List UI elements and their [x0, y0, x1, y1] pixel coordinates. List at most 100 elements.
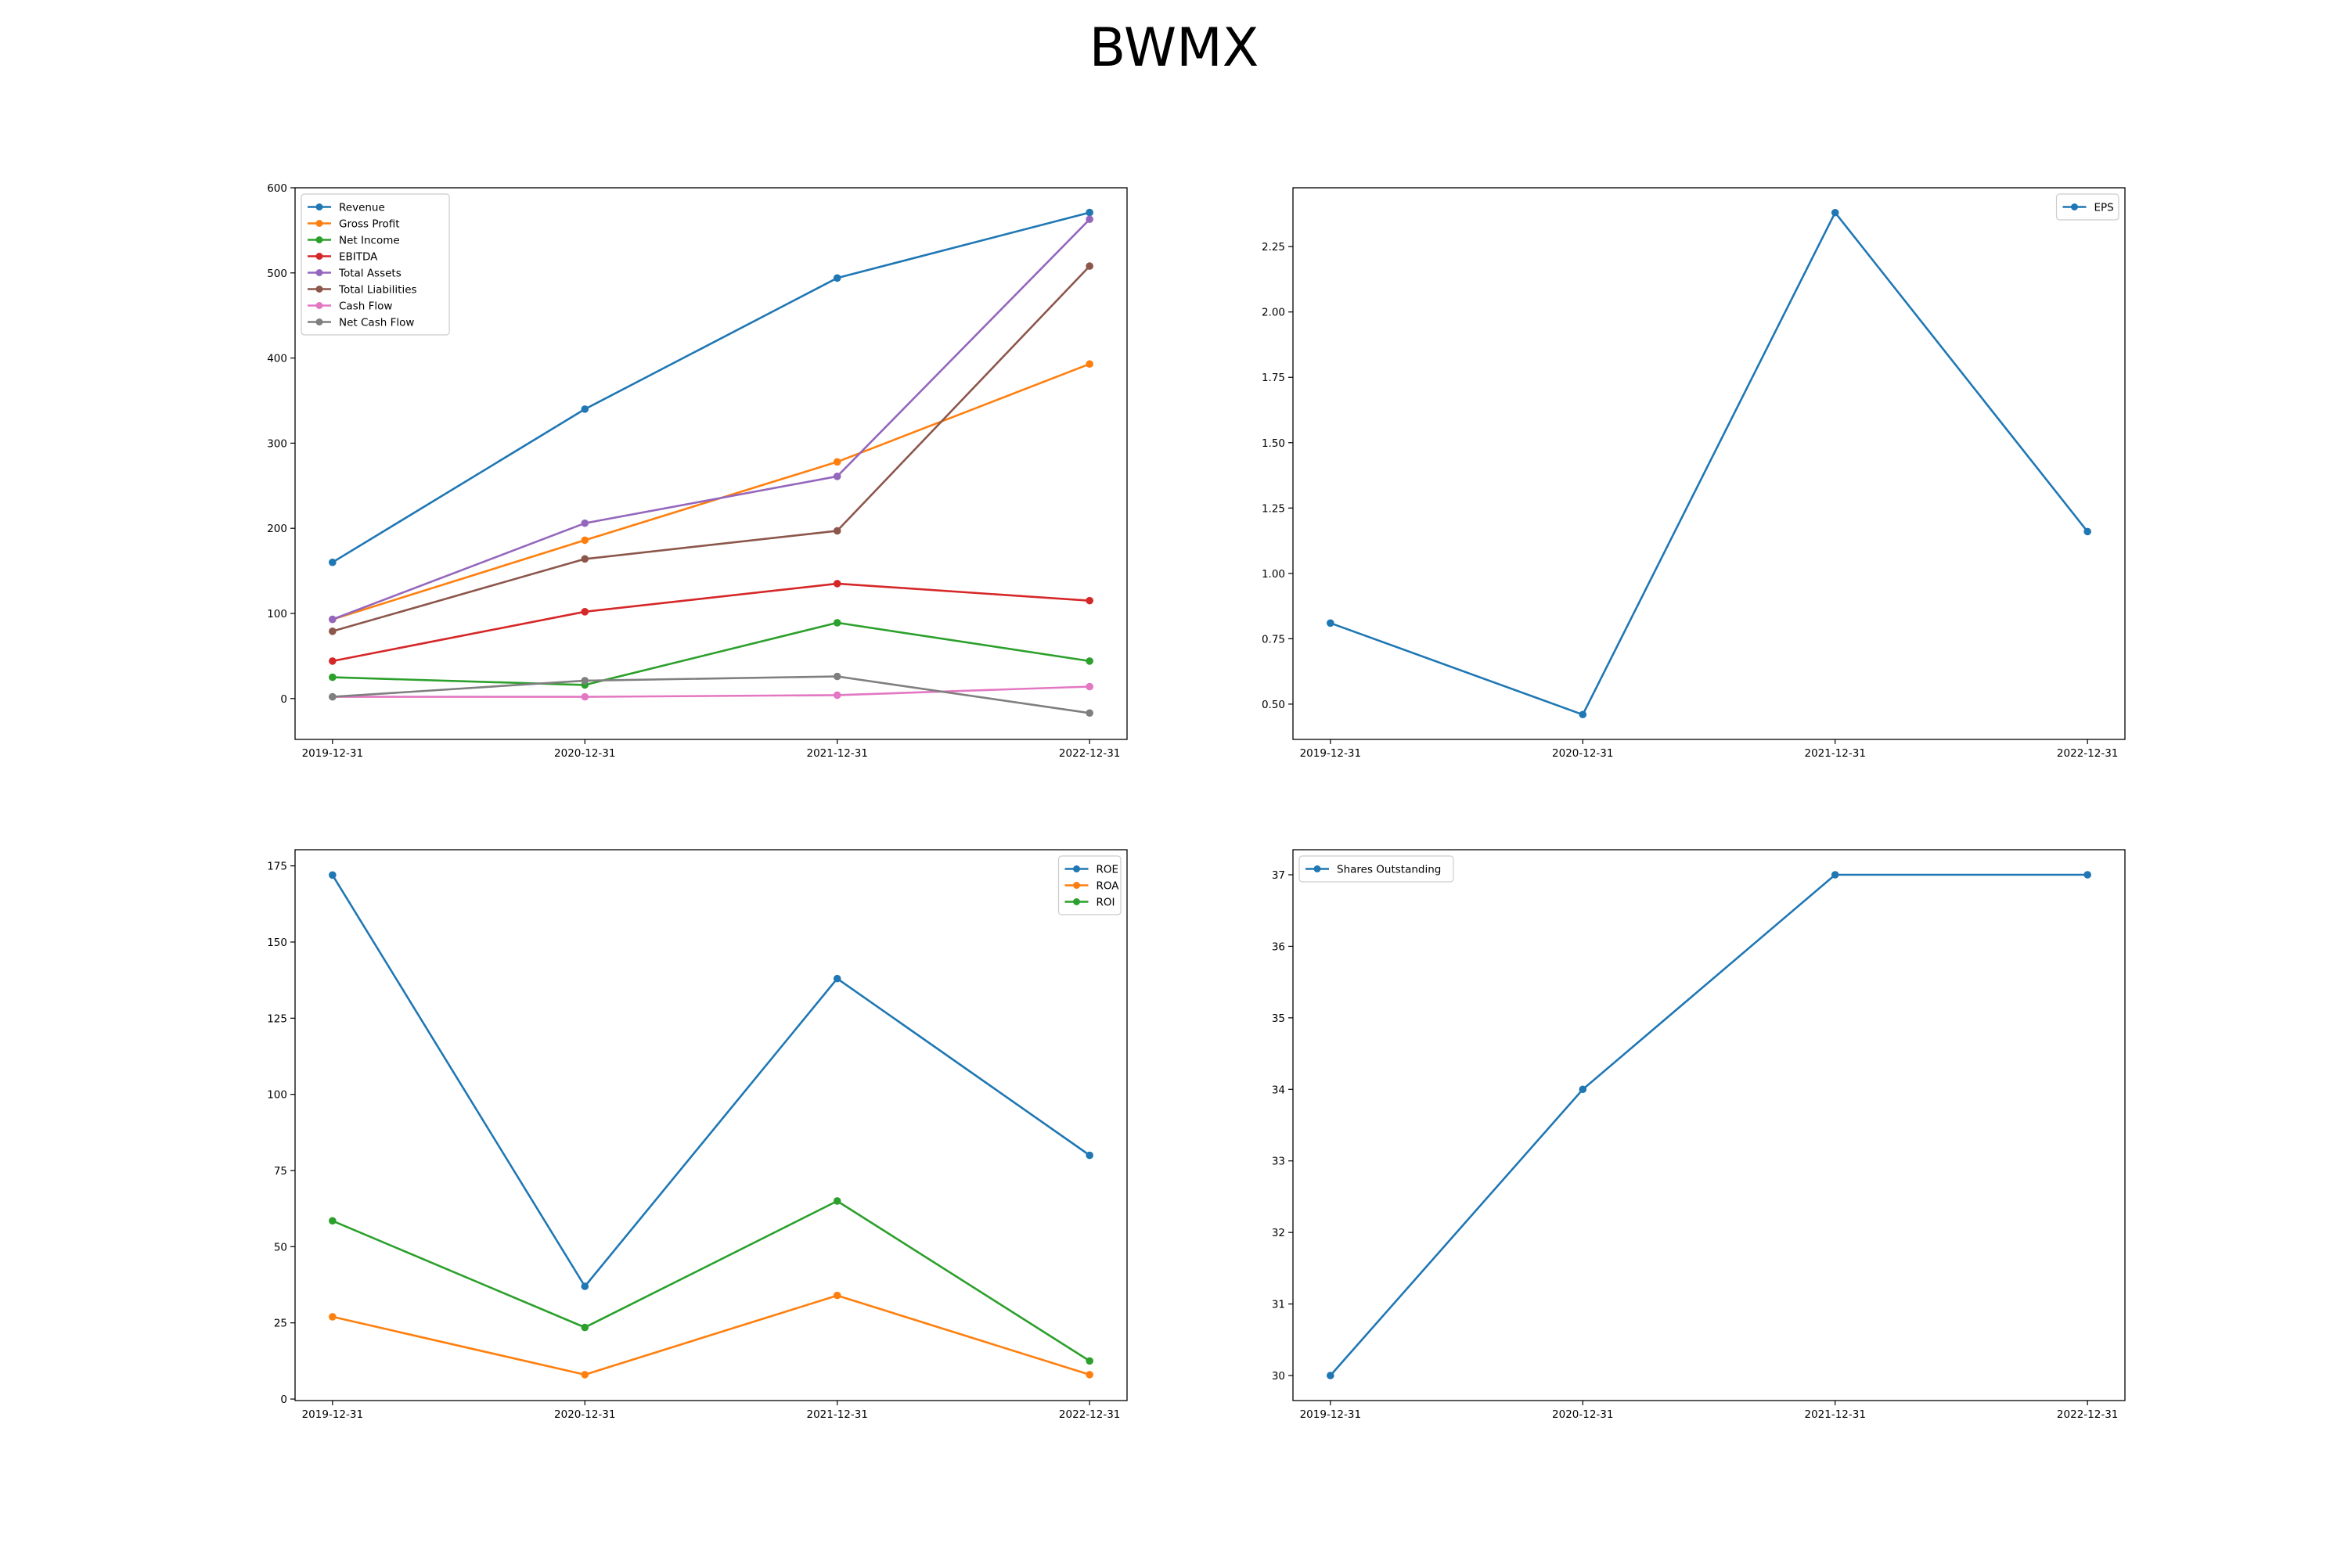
legend-label: Net Income: [339, 235, 400, 247]
data-point: [1086, 360, 1093, 369]
data-point: [1831, 871, 1839, 879]
data-point: [581, 555, 589, 563]
y-tick-label: 36: [1272, 940, 1285, 953]
series-line: [332, 621, 1090, 686]
subplot-2: 2019-12-31 2020-12-31 2021-12-31 2022-12-31…: [1262, 187, 2126, 760]
x-tick-label: 2021-12-31: [806, 747, 867, 760]
x-tick-label: 2019-12-31: [1300, 1408, 1361, 1421]
data-point: [1086, 657, 1093, 665]
legend-label: Total Assets: [338, 268, 402, 280]
series-line: [332, 685, 1090, 698]
legend-label: EBITDA: [339, 251, 378, 264]
legend-box: [1298, 855, 1454, 883]
x-tick-label: 2019-12-31: [1300, 747, 1361, 760]
series-ebitda: [329, 580, 1093, 665]
legend-marker: [315, 220, 323, 227]
series-roi: [329, 1197, 1093, 1365]
legend-marker: [1313, 865, 1321, 872]
y-tick-label: 200: [267, 523, 287, 535]
y-tick-label: 1.25: [1262, 502, 1285, 515]
legend-marker: [315, 253, 323, 260]
data-point: [329, 1313, 337, 1321]
data-point: [581, 608, 589, 616]
axes-frame: [1292, 187, 2126, 740]
x-tick-label: 2021-12-31: [806, 1408, 867, 1421]
legend-marker: [315, 236, 323, 243]
series-line: [1329, 873, 2088, 1376]
y-tick-label: 175: [267, 861, 287, 873]
data-point: [1579, 710, 1587, 719]
series-line: [332, 218, 1091, 620]
data-point: [329, 558, 337, 566]
series-line: [332, 675, 1090, 714]
data-point: [1086, 262, 1093, 270]
data-point: [581, 1371, 589, 1379]
series-eps: [1327, 208, 2091, 719]
legend-marker: [1073, 882, 1081, 889]
series-gross-profit: [329, 360, 1093, 624]
x-tick-label: 2022-12-31: [2057, 747, 2118, 760]
series-line: [332, 582, 1090, 663]
series-line: [331, 874, 1090, 1288]
legend: ROE ROA ROI: [1057, 855, 1122, 915]
series-shares-outstanding: [1327, 871, 2091, 1379]
y-tick-label: 37: [1272, 869, 1285, 882]
y-tick-label: 100: [267, 608, 287, 620]
y-tick-label: 150: [267, 937, 287, 949]
data-point: [329, 615, 337, 624]
data-point: [329, 657, 337, 665]
data-point: [581, 536, 589, 545]
series-roe: [329, 871, 1093, 1290]
data-point: [833, 1197, 841, 1205]
legend-marker: [315, 203, 323, 210]
legend-label: Revenue: [339, 202, 385, 214]
x-tick-label: 2022-12-31: [2057, 1408, 2118, 1421]
data-point: [329, 871, 337, 879]
y-tick-label: 0.75: [1262, 633, 1285, 646]
legend-marker: [2071, 203, 2079, 210]
data-point: [1086, 208, 1093, 217]
y-tick-label: 500: [267, 268, 287, 280]
legend: Revenue Gross Profit Net Income EBITDA Total…: [301, 193, 450, 336]
x-tick-label: 2019-12-31: [302, 1408, 363, 1421]
data-point: [1086, 682, 1093, 691]
data-point: [833, 619, 841, 627]
legend-marker: [315, 302, 323, 309]
y-tick-label: 2.00: [1262, 307, 1285, 319]
x-tick-label: 2022-12-31: [1059, 747, 1120, 760]
legend-label: Cash Flow: [339, 300, 392, 313]
data-point: [833, 473, 841, 480]
axes-frame: [294, 187, 1128, 740]
legend-label: Gross Profit: [339, 218, 400, 231]
y-tick-label: 1.00: [1262, 568, 1285, 581]
legend-label: ROA: [1097, 880, 1120, 893]
data-point: [833, 691, 841, 699]
y-tick-label: 0: [280, 693, 287, 706]
data-point: [833, 458, 841, 466]
series-line: [332, 211, 1090, 563]
legend-marker: [315, 286, 323, 293]
y-tick-label: 400: [267, 353, 287, 365]
data-point: [329, 628, 337, 635]
axes-frame: [1292, 849, 2126, 1401]
data-point: [833, 580, 841, 588]
data-point: [581, 1323, 589, 1332]
data-point: [833, 974, 841, 983]
data-point: [833, 527, 841, 535]
data-point: [833, 274, 841, 282]
data-point: [833, 1291, 841, 1300]
data-point: [581, 692, 589, 701]
x-tick-label: 2020-12-31: [1552, 747, 1613, 760]
y-tick-label: 0.50: [1262, 699, 1285, 711]
data-point: [329, 692, 337, 701]
y-tick-label: 300: [267, 437, 287, 450]
x-tick-label: 2021-12-31: [1804, 747, 1865, 760]
data-point: [2083, 871, 2091, 879]
data-point: [2083, 527, 2091, 536]
legend-label: EPS: [2094, 202, 2114, 214]
data-point: [1086, 1357, 1093, 1365]
data-point: [1086, 709, 1093, 717]
data-point: [1327, 619, 1334, 628]
legend-box: [301, 193, 450, 336]
legend-label: Shares Outstanding: [1337, 864, 1441, 876]
